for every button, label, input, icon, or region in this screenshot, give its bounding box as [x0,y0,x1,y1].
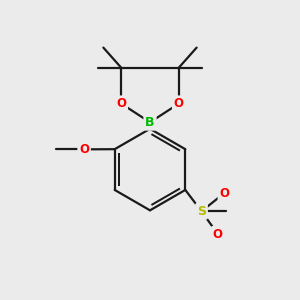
Text: O: O [219,187,229,200]
Text: B: B [145,116,155,129]
Text: O: O [116,97,126,110]
Text: O: O [213,228,223,241]
Text: O: O [174,97,184,110]
Text: O: O [79,143,89,156]
Text: S: S [197,205,206,218]
